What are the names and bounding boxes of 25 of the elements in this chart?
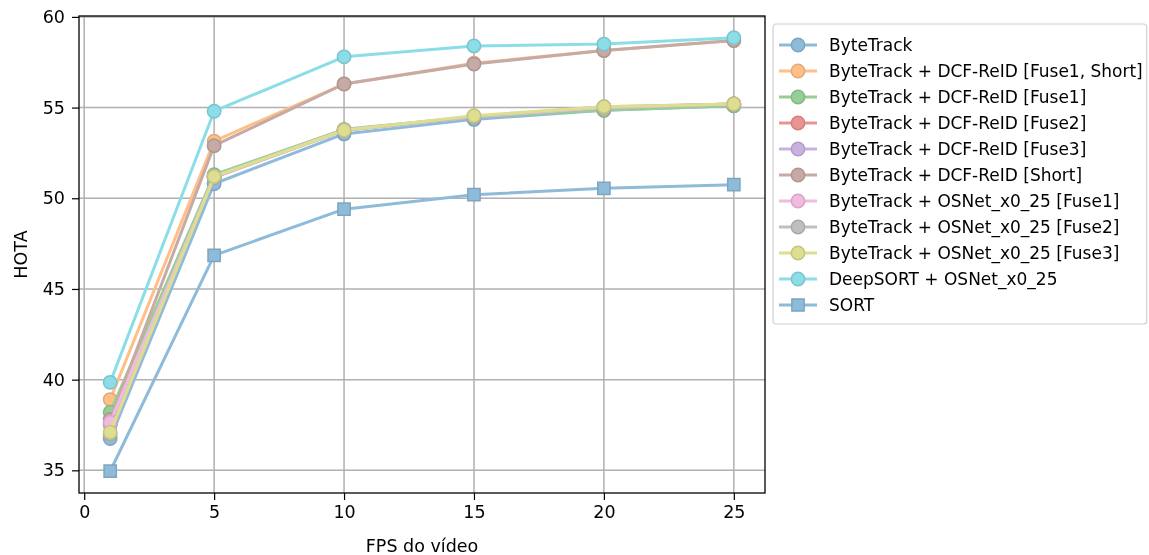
x-tick-label: 25 bbox=[723, 502, 746, 523]
x-tick-label: 10 bbox=[333, 502, 356, 523]
legend-label: ByteTrack bbox=[829, 34, 913, 55]
x-tick-label: 15 bbox=[463, 502, 486, 523]
legend-label: SORT bbox=[829, 294, 875, 315]
legend-label: ByteTrack + DCF-ReID [Short] bbox=[829, 164, 1083, 185]
x-tick-label: 0 bbox=[79, 502, 91, 523]
legend-label: DeepSORT + OSNet_x0_25 bbox=[829, 268, 1058, 290]
y-tick-label: 45 bbox=[42, 279, 65, 300]
legend-label: ByteTrack + OSNet_x0_25 [Fuse1] bbox=[829, 190, 1120, 212]
legend-label: ByteTrack + DCF-ReID [Fuse2] bbox=[829, 112, 1087, 133]
y-tick-label: 50 bbox=[42, 188, 65, 209]
x-tick-label: 20 bbox=[593, 502, 616, 523]
y-axis-title: HOTA bbox=[11, 230, 31, 279]
y-tick-label: 60 bbox=[42, 7, 65, 28]
legend-label: ByteTrack + OSNet_x0_25 [Fuse2] bbox=[829, 216, 1120, 238]
legend-label: ByteTrack + DCF-ReID [Fuse3] bbox=[829, 138, 1087, 159]
legend-label: ByteTrack + DCF-ReID [Fuse1, Short] bbox=[829, 60, 1143, 81]
y-tick-label: 55 bbox=[42, 97, 65, 118]
x-tick-label: 5 bbox=[209, 502, 221, 523]
legend-label: ByteTrack + OSNet_x0_25 [Fuse3] bbox=[829, 242, 1120, 264]
y-tick-label: 35 bbox=[42, 460, 65, 481]
y-tick-label: 40 bbox=[42, 369, 65, 390]
legend-label: ByteTrack + DCF-ReID [Fuse1] bbox=[829, 86, 1087, 107]
x-axis-title: FPS do vídeo bbox=[365, 536, 479, 555]
